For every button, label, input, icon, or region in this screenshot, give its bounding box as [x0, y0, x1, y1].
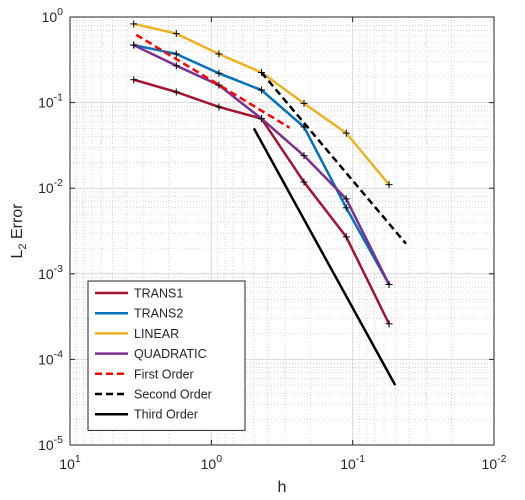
data-point: [172, 50, 180, 58]
x-tick-exp: -1: [356, 453, 365, 465]
data-point: [172, 62, 180, 70]
data-point: [172, 30, 180, 38]
data-point: [342, 195, 350, 203]
series-layer: [130, 20, 407, 386]
legend-item: QUADRATIC: [95, 347, 207, 361]
x-tick-label: 10-1: [340, 453, 365, 472]
data-point: [215, 50, 223, 58]
series-line: [252, 127, 397, 386]
y-tick-exp: -4: [54, 348, 63, 360]
series-second-order: [260, 71, 407, 245]
x-tick-label: 101: [59, 453, 81, 472]
y-tick-base: 10: [38, 351, 54, 367]
data-point: [215, 103, 223, 111]
x-tick-base: 10: [340, 456, 356, 472]
data-point: [215, 81, 223, 89]
y-axis-label-main: L: [9, 250, 26, 259]
data-point: [385, 280, 393, 288]
x-tick-exp: 1: [75, 453, 81, 465]
x-tick-exp: 0: [216, 453, 222, 465]
data-point: [130, 20, 138, 28]
legend-label: Second Order: [134, 388, 212, 402]
y-tick-label: 10-5: [38, 434, 63, 453]
legend-item: First Order: [95, 367, 194, 381]
data-point: [300, 99, 308, 107]
y-axis-label: L2 Error: [9, 203, 29, 259]
data-point: [130, 41, 138, 49]
x-tick-base: 10: [482, 456, 498, 472]
y-tick-label: 10-1: [38, 92, 63, 111]
series-quadratic: [130, 41, 393, 288]
y-tick-base: 10: [38, 95, 54, 111]
y-tick-base: 10: [38, 437, 54, 453]
legend-item: Third Order: [95, 408, 198, 422]
y-tick-base: 10: [38, 180, 54, 196]
series-third-order: [252, 127, 397, 386]
y-tick-label: 10-3: [38, 263, 63, 282]
data-point: [300, 152, 308, 160]
y-tick-exp: -2: [54, 177, 63, 189]
data-point: [215, 69, 223, 77]
y-tick-exp: 0: [57, 6, 63, 18]
data-point: [300, 178, 308, 186]
legend-item: TRANS2: [95, 307, 183, 321]
x-tick-label: 10-2: [482, 453, 507, 472]
legend-item: LINEAR: [95, 327, 179, 341]
y-tick-exp: -5: [54, 434, 63, 446]
series-line: [135, 33, 291, 129]
legend-label: QUADRATIC: [134, 347, 207, 361]
legend: TRANS1 TRANS2 LINEAR QUADRATIC First Order Se…: [87, 280, 246, 431]
y-tick-label: 10-4: [38, 348, 63, 367]
data-point: [385, 320, 393, 328]
x-tick-base: 10: [201, 456, 217, 472]
series-line: [260, 71, 407, 245]
y-tick-base: 10: [42, 9, 58, 25]
legend-item: TRANS1: [95, 287, 183, 301]
data-point: [385, 181, 393, 189]
x-tick-label: 100: [201, 453, 223, 472]
legend-label: TRANS1: [134, 287, 183, 301]
y-axis-label-sub: 2: [17, 243, 29, 249]
y-axis-label-rest: Error: [9, 203, 26, 244]
data-point: [130, 76, 138, 84]
legend-label: Third Order: [134, 408, 198, 422]
legend-box: [87, 280, 246, 431]
x-axis-label: h: [278, 479, 287, 496]
data-point: [172, 88, 180, 96]
legend-label: LINEAR: [134, 327, 179, 341]
y-tick-exp: -3: [54, 263, 63, 275]
data-point: [257, 115, 265, 123]
y-tick-label: 100: [42, 6, 64, 25]
y-tick-label: 10-2: [38, 177, 63, 196]
y-tick-exp: -1: [54, 92, 63, 104]
data-point: [342, 233, 350, 241]
x-tick-exp: -2: [497, 453, 506, 465]
y-tick-base: 10: [38, 266, 54, 282]
data-point: [342, 204, 350, 212]
legend-item: Second Order: [95, 388, 212, 402]
legend-label: First Order: [134, 367, 194, 381]
x-tick-base: 10: [59, 456, 75, 472]
data-point: [257, 86, 265, 94]
series-first-order: [135, 33, 291, 129]
plot-frame: [69, 16, 495, 446]
data-point: [342, 129, 350, 137]
legend-label: TRANS2: [134, 307, 183, 321]
